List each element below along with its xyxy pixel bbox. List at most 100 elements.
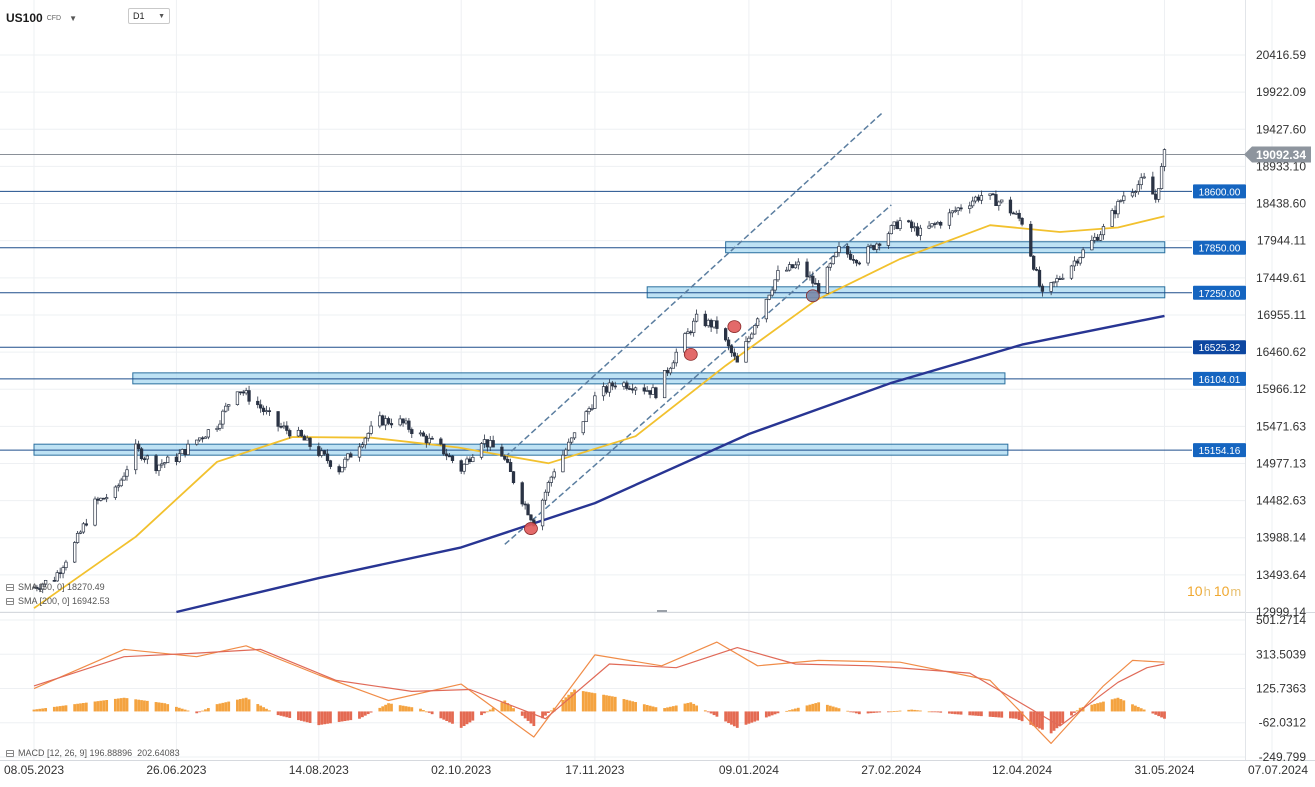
macd-histogram-bar <box>744 711 748 725</box>
candle-body <box>157 464 161 472</box>
timeframe-selector[interactable]: D1 ▼ <box>128 8 170 24</box>
candle-body <box>889 225 893 235</box>
macd-histogram-bar <box>730 711 733 725</box>
collapse-icon[interactable] <box>6 583 14 591</box>
candle-body <box>933 223 937 225</box>
macd-histogram-bar <box>791 709 794 712</box>
macd-histogram-bar <box>625 699 629 712</box>
macd-histogram-bar <box>756 711 760 721</box>
y-tick-label: 12999.14 <box>1256 605 1306 619</box>
macd-histogram-bar <box>1160 711 1163 718</box>
candle-body <box>78 531 83 534</box>
macd-histogram-bar <box>503 700 507 712</box>
candle-body <box>221 410 225 425</box>
macd-histogram-bar <box>61 705 65 712</box>
candle-body <box>1154 193 1158 200</box>
candle-body <box>340 466 344 473</box>
x-tick-label: 09.01.2024 <box>719 763 779 777</box>
candle-body <box>584 411 588 423</box>
macd-histogram-bar <box>76 703 79 712</box>
level-label-text: 18600.00 <box>1199 187 1241 198</box>
macd-histogram-bar <box>1058 711 1062 726</box>
macd-histogram-bar <box>317 711 321 726</box>
candle-body <box>177 453 181 462</box>
macd-histogram-bar <box>113 698 117 712</box>
macd-histogram-bar <box>878 711 882 713</box>
candle-body <box>930 223 934 227</box>
collapse-icon[interactable] <box>6 597 14 605</box>
macd-histogram-bar <box>889 711 893 713</box>
candle-body <box>119 479 123 487</box>
low-marker <box>727 320 742 333</box>
candle-body <box>715 320 719 329</box>
candle-body <box>971 200 975 207</box>
macd-histogram-bar <box>988 711 992 717</box>
candle-body <box>959 207 963 210</box>
y-tick-label: 13493.64 <box>1256 568 1306 582</box>
candle-body <box>378 415 382 427</box>
macd-histogram-bar <box>384 704 388 712</box>
chevron-down-icon[interactable]: ▼ <box>69 13 78 23</box>
candle-body <box>604 386 609 393</box>
level-label-text: 17850.00 <box>1199 244 1241 255</box>
macd-histogram-bar <box>480 711 483 716</box>
chevron-down-icon[interactable]: ▼ <box>158 12 165 20</box>
macd-histogram-bar <box>1041 711 1044 730</box>
candle-body <box>1075 260 1079 264</box>
macd-value-2: 202.64083 <box>137 748 180 758</box>
macd-label: MACD [12, 26, 9] <box>18 748 88 758</box>
sma50-line <box>33 215 1165 609</box>
macd-histogram-bar <box>183 709 187 712</box>
candle-body <box>724 328 728 341</box>
macd-histogram-bar <box>224 702 228 712</box>
y-tick-label: 13988.14 <box>1256 531 1306 545</box>
candle-body <box>328 460 333 467</box>
macd-histogram-bar <box>468 711 472 723</box>
macd-histogram-bar <box>1116 697 1120 712</box>
channel-line-lower <box>504 204 892 545</box>
sma200-legend[interactable]: SMA [200, 0] 16942.53 <box>6 596 110 606</box>
candle-body <box>875 243 879 250</box>
macd-histogram-bar <box>1134 705 1137 712</box>
candle-body <box>442 443 446 455</box>
macd-histogram-bar <box>948 711 951 714</box>
candle-body <box>73 542 77 563</box>
level-label-text: 16104.01 <box>1199 375 1241 386</box>
collapse-icon[interactable] <box>6 749 14 757</box>
macd-histogram-bar <box>99 700 103 712</box>
panel-resize-handle <box>657 610 667 612</box>
candle-body <box>683 333 687 353</box>
macd-histogram-bar <box>349 711 353 721</box>
candle-body <box>346 453 350 460</box>
candle-body <box>468 458 472 462</box>
candle-body <box>325 453 330 462</box>
sma50-legend[interactable]: SMA [50, 0] 18270.49 <box>6 582 105 592</box>
macd-histogram-bar <box>378 707 382 712</box>
macd-legend[interactable]: MACD [12, 26, 9] 196.88896 202.64083 <box>6 748 180 758</box>
candle-body <box>459 460 463 472</box>
macd-histogram-bar <box>674 705 678 712</box>
y-tick-label: 16460.62 <box>1256 345 1306 359</box>
symbol-selector[interactable]: US100 CFD ▼ <box>6 8 77 28</box>
candle-body <box>671 362 675 369</box>
level-labels[interactable]: 18600.00 17850.00 17250.00 16525.32 16104.01… <box>1193 146 1311 458</box>
candle-body <box>979 195 984 201</box>
candle-body <box>410 429 414 434</box>
macd-histogram-bar <box>137 699 141 712</box>
candle-body <box>139 448 144 460</box>
macd-histogram-bar <box>506 703 510 712</box>
candle-body <box>75 532 80 543</box>
macd-histogram-bar <box>445 711 449 722</box>
candle-body <box>625 382 629 389</box>
macd-histogram-bar <box>1009 711 1012 719</box>
candle-body <box>508 462 513 472</box>
y-tick-label: 14977.13 <box>1256 456 1306 470</box>
macd-histogram-bar <box>541 711 544 719</box>
candle-body <box>936 221 940 225</box>
candle-body <box>976 196 981 201</box>
candle-body <box>811 275 815 284</box>
candle-body <box>337 466 341 473</box>
moving-averages <box>33 215 1165 614</box>
macd-histogram-bar <box>343 711 347 722</box>
